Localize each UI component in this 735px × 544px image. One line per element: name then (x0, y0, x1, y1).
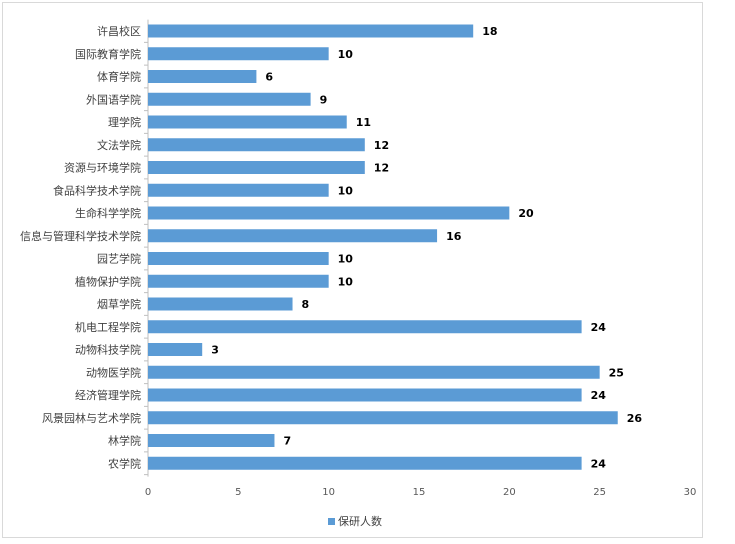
data-label: 10 (338, 253, 354, 266)
data-label: 12 (374, 162, 389, 175)
bar (148, 274, 329, 288)
bar (148, 183, 329, 197)
category-label: 理学院 (108, 115, 141, 129)
bar (148, 434, 275, 447)
category-label: 体育学院 (97, 70, 141, 84)
bar (148, 343, 203, 356)
data-label: 10 (338, 275, 354, 288)
bar (148, 47, 329, 61)
bar (148, 24, 474, 38)
x-tick-label: 30 (684, 487, 697, 498)
chart-frame (2, 2, 703, 538)
bar (148, 252, 329, 265)
category-label: 生命科学学院 (75, 206, 141, 220)
bar (148, 365, 600, 379)
data-label: 24 (591, 321, 607, 334)
data-label: 25 (609, 366, 624, 379)
category-label: 经济管理学院 (75, 388, 141, 402)
x-tick-label: 10 (322, 487, 335, 498)
category-label: 许昌校区 (97, 24, 141, 38)
x-tick-label: 5 (235, 487, 241, 498)
bar (148, 161, 365, 174)
category-label: 风景园林与艺术学院 (42, 411, 141, 425)
category-label: 农学院 (108, 456, 141, 470)
x-tick-label: 25 (593, 487, 606, 498)
data-label: 11 (356, 116, 371, 129)
data-label: 7 (283, 435, 291, 448)
x-tick-label: 20 (503, 487, 516, 498)
data-label: 8 (302, 298, 310, 311)
category-label: 植物保护学院 (75, 274, 141, 288)
category-label: 园艺学院 (97, 252, 141, 266)
data-label: 9 (320, 93, 328, 106)
bar (148, 411, 618, 425)
legend-label: 保研人数 (338, 514, 382, 528)
data-label: 10 (338, 184, 354, 197)
bar (148, 229, 438, 243)
data-label: 24 (591, 389, 607, 402)
data-label: 12 (374, 139, 389, 152)
category-label: 机电工程学院 (75, 320, 141, 334)
data-label: 18 (482, 25, 497, 38)
bar (148, 388, 582, 402)
category-label: 烟草学院 (97, 297, 141, 311)
bar (148, 138, 365, 152)
category-label: 国际教育学院 (75, 47, 141, 61)
category-label: 动物医学院 (86, 365, 141, 379)
x-tick-label: 0 (145, 487, 151, 498)
bar (148, 320, 582, 334)
bar (148, 206, 510, 220)
category-label: 文法学院 (97, 138, 141, 152)
data-label: 20 (518, 207, 534, 220)
bar (148, 297, 293, 311)
data-label: 26 (627, 412, 643, 425)
data-label: 24 (591, 457, 607, 470)
category-label: 资源与环境学院 (64, 161, 141, 175)
x-tick-label: 15 (413, 487, 426, 498)
bar (148, 92, 311, 106)
data-label: 16 (446, 230, 462, 243)
category-label: 林学院 (108, 434, 141, 448)
category-label: 食品科学技术学院 (53, 183, 141, 197)
bar (148, 456, 582, 470)
data-label: 3 (211, 344, 219, 357)
legend-swatch (328, 518, 335, 525)
category-label: 动物科技学院 (75, 343, 141, 357)
data-label: 10 (338, 48, 354, 61)
category-label: 信息与管理科学技术学院 (20, 229, 141, 243)
data-label: 6 (265, 71, 273, 84)
category-label: 外国语学院 (86, 92, 141, 106)
bar (148, 70, 257, 83)
bar (148, 115, 347, 129)
